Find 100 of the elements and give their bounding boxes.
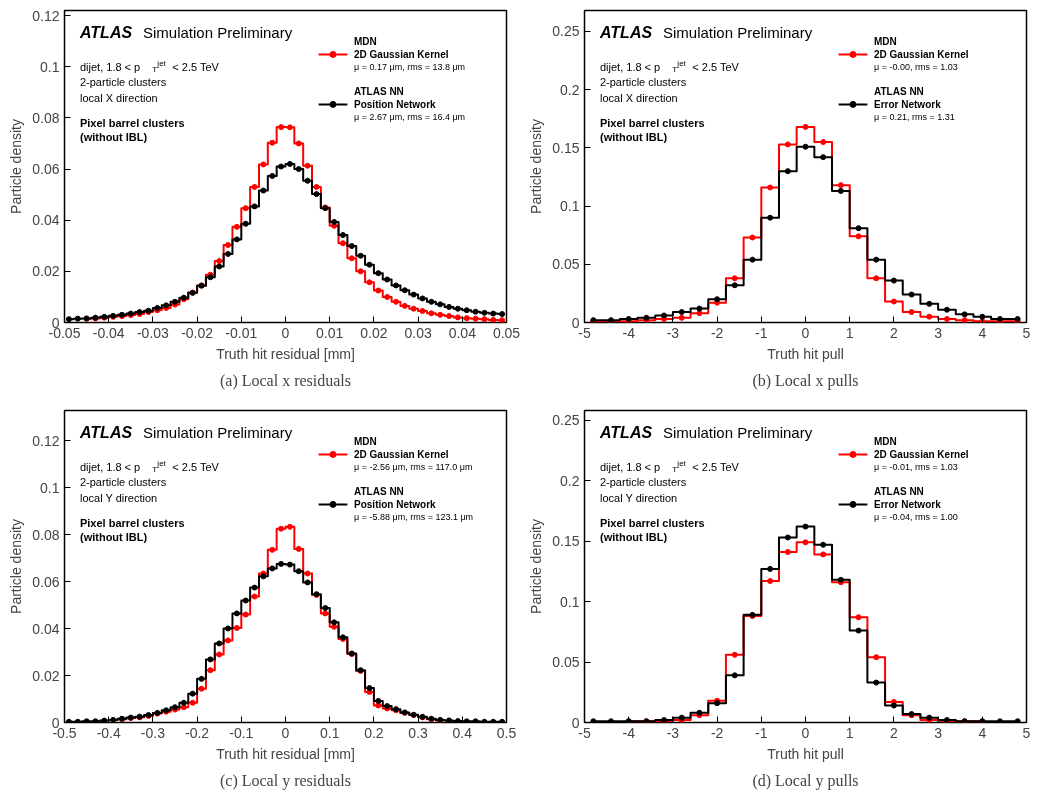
y-tick-label: 0.02 [32, 667, 60, 684]
x-tick-label: -2 [710, 724, 724, 741]
annotation: Pixel barrel clusters [599, 116, 705, 129]
x-tick-label: -3 [666, 324, 680, 341]
x-tick-label: -0.1 [229, 724, 254, 741]
annotation: 2-particle clusters [599, 76, 687, 89]
legend-label: MDN 2D Gaussian Kernel [874, 436, 969, 460]
x-tick-label: 1 [845, 724, 854, 741]
y-tick-label: 0.2 [560, 472, 580, 489]
y-axis-title: Particle density [528, 119, 545, 214]
x-tick-label: 4 [978, 724, 987, 741]
annotation: μ = 2.67 μm, rms = 16.4 μm [354, 112, 466, 123]
annotation: (without IBL) [599, 530, 668, 543]
x-tick-label: -4 [622, 724, 636, 741]
x-tick-label: 0.02 [360, 324, 388, 341]
x-tick-label: 0.03 [404, 324, 432, 341]
y-tick-label: 0.04 [32, 212, 60, 229]
annotation: Simulation Preliminary [142, 23, 293, 41]
annotation: (without IBL) [79, 530, 148, 543]
annotation: μ = -0.00, rms = 1.03 [874, 62, 958, 73]
annotation: Simulation Preliminary [142, 423, 293, 441]
annotation: local X direction [79, 91, 158, 104]
text: (b) Local x pulls [752, 371, 859, 390]
x-tick-label: -0.3 [140, 724, 166, 741]
x-tick-label: 0 [281, 324, 290, 341]
x-tick-label: -0.01 [225, 324, 258, 341]
x-tick-label: 0.1 [319, 724, 340, 741]
y-tick-label: 0.25 [552, 23, 580, 40]
x-tick-label: -5 [578, 324, 591, 341]
x-tick-label: -0.02 [181, 324, 214, 341]
x-tick-label: 0.01 [316, 324, 344, 341]
y-tick-label: 0.02 [32, 263, 60, 280]
y-tick-label: 0.05 [552, 256, 580, 273]
x-tick-label: -0.2 [185, 724, 210, 741]
y-tick-label: 0.1 [40, 479, 60, 496]
x-tick-label: 0 [801, 324, 810, 341]
annotation: (without IBL) [599, 130, 668, 143]
annotation: ATLAS [598, 423, 653, 441]
annotation: ATLAS [598, 23, 653, 41]
legend-label: ATLAS NN Position Network [354, 86, 437, 110]
x-tick-label: 2 [890, 724, 899, 741]
annotation: 2-particle clusters [599, 476, 687, 489]
y-tick-label: 0.12 [32, 7, 60, 24]
x-tick-label: 1 [845, 324, 854, 341]
annotation: Simulation Preliminary [662, 423, 813, 441]
annotation: μ = -0.01, rms = 1.03 [874, 462, 958, 473]
y-tick-label: 0.1 [40, 58, 60, 75]
x-tick-label: 3 [934, 324, 943, 341]
y-tick-label: 0.06 [32, 161, 60, 178]
x-tick-label: -0.04 [92, 324, 125, 341]
annotation: Pixel barrel clusters [79, 516, 185, 529]
annotation: Simulation Preliminary [662, 23, 813, 41]
y-tick-label: 0.08 [32, 109, 60, 126]
x-tick-label: -0.4 [96, 724, 121, 741]
x-tick-label: 0.3 [408, 724, 429, 741]
x-tick-label: -2 [710, 324, 724, 341]
x-tick-label: 4 [978, 324, 987, 341]
annotation: Pixel barrel clusters [599, 516, 705, 529]
x-tick-label: 0.05 [492, 324, 521, 341]
x-tick-label: -5 [578, 724, 591, 741]
x-tick-label: 0.4 [452, 724, 473, 741]
x-tick-label: -3 [666, 724, 680, 741]
annotation: 2-particle clusters [79, 76, 167, 89]
annotation: local X direction [599, 91, 678, 104]
text: (a) Local x residuals [219, 371, 352, 390]
annotation: μ = -5.88 μm, rms = 123.1 μm [354, 512, 474, 523]
text: (d) Local y pulls [752, 771, 859, 790]
x-tick-label: 5 [1022, 324, 1031, 341]
x-axis-title: Truth hit pull [767, 745, 844, 762]
y-tick-label: 0.15 [552, 139, 580, 156]
x-tick-label: -1 [755, 324, 768, 341]
legend-label: ATLAS NN Error Network [874, 486, 942, 510]
annotation: μ = 0.17 μm, rms = 13.8 μm [354, 62, 466, 73]
legend-label: MDN 2D Gaussian Kernel [354, 36, 449, 60]
y-tick-label: 0.04 [32, 620, 60, 637]
legend-label: ATLAS NN Position Network [354, 486, 437, 510]
x-tick-label: 0.04 [448, 324, 477, 341]
annotation: local Y direction [79, 491, 158, 504]
x-tick-label: -1 [755, 724, 768, 741]
y-tick-label: 0.25 [552, 412, 580, 429]
y-axis-title: Particle density [8, 119, 25, 214]
y-axis-title: Particle density [528, 519, 545, 614]
x-tick-label: 2 [890, 324, 899, 341]
legend-label: MDN 2D Gaussian Kernel [874, 36, 969, 60]
y-tick-label: 0.05 [552, 654, 580, 671]
legend-label: ATLAS NN Error Network [874, 86, 942, 110]
annotation: μ = 0.21, rms = 1.31 [874, 112, 955, 123]
annotation: Pixel barrel clusters [79, 116, 185, 129]
legend-label: MDN 2D Gaussian Kernel [354, 436, 449, 460]
annotation: μ = -0.04, rms = 1.00 [874, 512, 958, 523]
annotation: ATLAS [78, 423, 133, 441]
annotation: ATLAS [78, 23, 133, 41]
y-tick-label: 0.15 [552, 533, 580, 550]
x-axis-title: Truth hit residual [mm] [216, 345, 355, 362]
x-tick-label: 0 [801, 724, 810, 741]
x-tick-label: 5 [1022, 724, 1031, 741]
x-axis-title: Truth hit residual [mm] [216, 745, 355, 762]
x-axis-title: Truth hit pull [767, 345, 844, 362]
x-tick-label: -0.03 [136, 324, 170, 341]
x-tick-label: 0.2 [364, 724, 384, 741]
